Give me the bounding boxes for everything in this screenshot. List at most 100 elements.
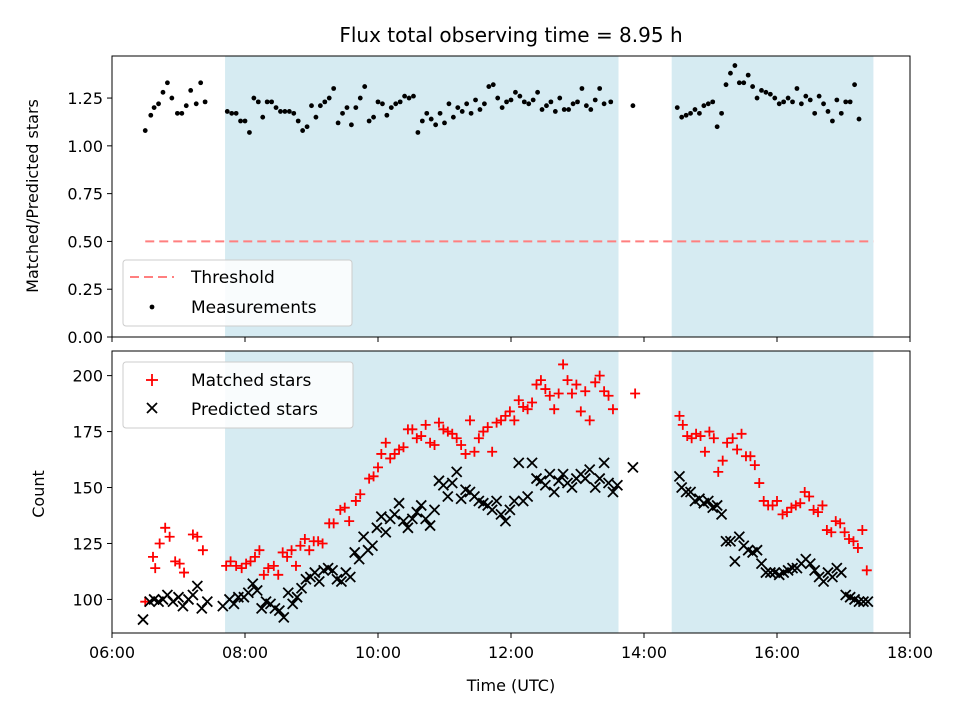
matched-star-point [704, 426, 715, 437]
matched-star-point [575, 406, 586, 417]
matched-star-point [804, 491, 815, 502]
matched-star-point [241, 558, 252, 569]
measurement-point [304, 124, 310, 130]
matched-star-point [509, 415, 520, 426]
measurement-point [539, 107, 545, 112]
matched-star-point [603, 390, 614, 401]
matched-star-point [376, 448, 387, 459]
measurement-point [278, 109, 283, 114]
matched-star-point [504, 406, 515, 417]
predicted-star-point [566, 481, 578, 494]
measurement-point [592, 97, 598, 103]
matched-star-point [491, 417, 502, 428]
predicted-star-point [579, 472, 591, 485]
matched-star-point [745, 451, 756, 462]
count-legend-box [122, 361, 354, 429]
matched-star-point [313, 536, 324, 547]
predicted-star-point [755, 557, 768, 570]
measurement-point [499, 105, 505, 111]
measurement-point [375, 99, 381, 105]
count-x-ticks: 06:00 08:00 10:00 12:00 14:00 16:00 18:00 [89, 633, 933, 662]
matched-star-point [558, 359, 569, 370]
measurement-point [349, 122, 354, 128]
measurement-point [455, 105, 461, 111]
matched-star-point [197, 545, 208, 556]
count-y-ticks: 100 125 150 175 200 [72, 367, 112, 609]
matched-star-point [335, 504, 346, 515]
matched-star-point [772, 495, 782, 506]
matched-star-point [249, 551, 260, 562]
measurement-point [156, 101, 161, 107]
matched-star-point [389, 448, 400, 459]
measurement-point [674, 105, 680, 111]
predicted-star-point [521, 490, 534, 503]
predicted-star-point [442, 490, 454, 503]
ratio-legend-box [122, 259, 353, 327]
ratio-x-ticks [111, 337, 911, 342]
count-panel: Count Time (UTC) 100 125 150 175 200 06:00 08… [29, 350, 933, 695]
predicted-star-point [406, 513, 418, 525]
measurement-point [588, 107, 594, 112]
measurement-point [188, 88, 194, 93]
measurement-point [759, 88, 764, 93]
matched-star-point [835, 518, 846, 529]
predicted-star-point [295, 582, 308, 594]
measurement-point [575, 99, 580, 105]
measurement-point [741, 80, 747, 86]
matched-star-point [799, 487, 810, 497]
measurement-point [313, 114, 319, 120]
matched-star-point [456, 440, 467, 450]
matched-star-point [686, 433, 697, 444]
ratio-y-ticks: 0.00 0.25 0.50 0.75 1.00 1.25 [67, 89, 112, 347]
matched-star-point [594, 370, 605, 381]
measurement-point [830, 118, 835, 124]
measurement-point [428, 116, 434, 122]
matched-star-point [852, 542, 863, 553]
matched-star-point [438, 424, 449, 435]
measurement-point [371, 114, 376, 120]
legend-matched-label: Matched stars [191, 371, 311, 391]
ratio-y-tick-label: 0.00 [67, 328, 103, 347]
matched-star-point [708, 433, 719, 444]
measurement-point [608, 99, 614, 105]
matched-star-point [282, 551, 293, 562]
predicted-star-point [402, 522, 414, 534]
measurement-point [224, 109, 230, 114]
ratio-observing-window-2 [671, 56, 874, 337]
matched-star-point [496, 415, 507, 426]
predicted-star-point [420, 513, 432, 525]
measurement-point [504, 99, 509, 105]
predicted-star-point [733, 531, 745, 543]
predicted-star-point [187, 589, 199, 601]
predicted-star-point [835, 566, 847, 579]
matched-star-point [425, 437, 436, 448]
predicted-star-point [247, 578, 259, 590]
measurement-point [750, 84, 756, 89]
measurement-point [340, 110, 345, 116]
predicted-star-point [278, 611, 290, 623]
measurement-point [331, 86, 337, 91]
predicted-star-point [137, 613, 149, 626]
matched-star-point [355, 489, 366, 500]
measurement-point [393, 101, 399, 107]
legend-threshold-label: Threshold [190, 268, 275, 288]
predicted-star-point [857, 596, 870, 608]
matched-star-point [691, 428, 702, 439]
ratio-y-tick-label: 0.25 [67, 280, 103, 299]
matched-star-point [290, 560, 301, 571]
measurement-point [745, 72, 751, 78]
matched-star-point [590, 377, 601, 388]
matched-star-point [781, 507, 792, 518]
measurement-point [468, 110, 474, 116]
measurement-point [763, 89, 769, 95]
matched-star-point [460, 448, 471, 459]
matched-star-point [861, 565, 872, 576]
matched-star-point [464, 415, 475, 426]
matched-star-point [447, 428, 458, 439]
predicted-star-point [251, 584, 263, 597]
matched-star-point [777, 509, 788, 520]
matched-star-point [154, 538, 165, 549]
matched-star-point [566, 388, 577, 399]
predicted-star-point [826, 571, 839, 583]
